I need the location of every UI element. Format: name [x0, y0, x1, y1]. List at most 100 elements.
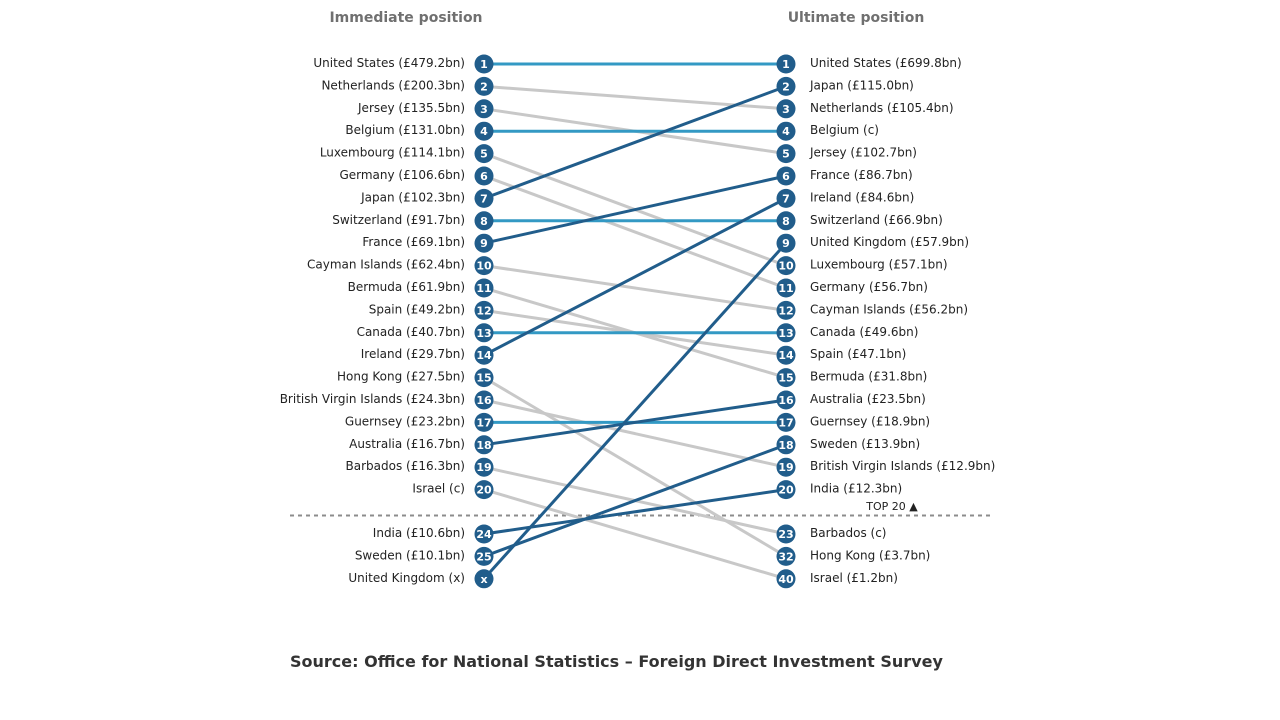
right-rank-number-united-kingdom: 9 [782, 237, 790, 250]
left-row-label-british-virgin-islands: British Virgin Islands (£24.3bn) [280, 392, 465, 406]
right-row-label-india: India (£12.3bn) [810, 482, 902, 496]
right-row-label-united-kingdom: United Kingdom (£57.9bn) [810, 235, 969, 249]
right-row-label-british-virgin-islands: British Virgin Islands (£12.9bn) [810, 459, 995, 473]
left-rank-circle-netherlands [474, 76, 494, 96]
connector-line-france [483, 174, 787, 245]
right-rank-number-barbados: 23 [778, 528, 793, 541]
left-row-label-jersey: Jersey (£135.5bn) [357, 101, 465, 115]
right-rank-circle-united-kingdom [776, 233, 796, 253]
right-row-label-united-states: United States (£699.8bn) [810, 56, 962, 70]
right-rank-circle-germany [776, 278, 796, 298]
left-rank-circle-cayman-islands [474, 256, 494, 276]
left-row-label-united-kingdom: United Kingdom (x) [348, 571, 465, 585]
right-rank-number-switzerland: 8 [782, 215, 790, 228]
connector-line-japan [483, 84, 787, 200]
left-rank-circle-hong-kong [474, 368, 494, 388]
left-row-label-canada: Canada (£40.7bn) [357, 325, 465, 339]
left-rank-circle-germany [474, 166, 494, 186]
left-rank-number-barbados: 19 [476, 461, 491, 474]
left-rank-circle-india [474, 524, 494, 544]
left-rank-number-india: 24 [476, 528, 492, 541]
right-rank-circle-canada [776, 323, 796, 343]
left-rank-circle-united-kingdom [474, 569, 494, 589]
left-row-label-cayman-islands: Cayman Islands (£62.4bn) [307, 258, 465, 272]
connector-line-israel [483, 488, 787, 581]
right-rank-circle-jersey [776, 144, 796, 164]
left-rank-number-spain: 12 [476, 304, 491, 317]
left-row-label-united-states: United States (£479.2bn) [313, 56, 465, 70]
right-rank-number-british-virgin-islands: 19 [778, 461, 793, 474]
left-rank-circle-barbados [474, 457, 494, 477]
connector-line-cayman-islands [483, 264, 787, 312]
connector-line-sweden [483, 443, 787, 558]
left-rank-circle-guernsey [474, 412, 494, 432]
left-rank-number-japan: 7 [480, 192, 488, 205]
right-row-label-canada: Canada (£49.6bn) [810, 325, 918, 339]
right-rank-circle-guernsey [776, 412, 796, 432]
right-rank-circle-luxembourg [776, 256, 796, 276]
top-20-label: TOP 20 ▲ [865, 500, 918, 513]
right-rank-circle-switzerland [776, 211, 796, 231]
left-rank-circle-luxembourg [474, 144, 494, 164]
right-rank-number-spain: 14 [778, 349, 794, 362]
right-row-label-bermuda: Bermuda (£31.8bn) [810, 370, 927, 384]
left-rank-number-germany: 6 [480, 170, 488, 183]
right-rank-number-belgium: 4 [782, 125, 790, 138]
left-rank-number-united-states: 1 [480, 58, 488, 71]
left-row-label-belgium: Belgium (£131.0bn) [345, 123, 465, 137]
right-rank-number-ireland: 7 [782, 192, 790, 205]
left-rank-circle-japan [474, 188, 494, 208]
connector-line-germany [483, 174, 787, 290]
right-row-label-hong-kong: Hong Kong (£3.7bn) [810, 548, 930, 562]
left-rank-number-switzerland: 8 [480, 215, 488, 228]
right-row-label-cayman-islands: Cayman Islands (£56.2bn) [810, 302, 968, 316]
left-rank-number-luxembourg: 5 [480, 148, 488, 161]
right-row-label-sweden: Sweden (£13.9bn) [810, 437, 920, 451]
left-rank-number-bermuda: 11 [476, 282, 491, 295]
left-rank-number-ireland: 14 [476, 349, 492, 362]
right-rank-circle-united-states [776, 54, 796, 74]
left-rank-number-france: 9 [480, 237, 488, 250]
connector-lines [482, 62, 788, 581]
left-rank-number-canada: 13 [476, 327, 491, 340]
right-rank-number-hong-kong: 32 [778, 550, 793, 563]
right-rank-circle-spain [776, 345, 796, 365]
left-rank-circle-united-states [474, 54, 494, 74]
slope-chart: Immediate position Ultimate position TOP… [280, 10, 995, 589]
right-rank-circle-cayman-islands [776, 300, 796, 320]
right-row-label-germany: Germany (£56.7bn) [810, 280, 928, 294]
left-rank-circle-australia [474, 435, 494, 455]
left-row-label-india: India (£10.6bn) [373, 526, 465, 540]
right-rank-number-luxembourg: 10 [778, 260, 794, 273]
right-row-label-guernsey: Guernsey (£18.9bn) [810, 414, 930, 428]
left-rank-circle-british-virgin-islands [474, 390, 494, 410]
right-rank-number-cayman-islands: 12 [778, 304, 793, 317]
right-row-label-netherlands: Netherlands (£105.4bn) [810, 101, 954, 115]
left-row-label-luxembourg: Luxembourg (£114.1bn) [320, 146, 465, 160]
left-rank-number-sweden: 25 [476, 550, 491, 563]
left-row-label-barbados: Barbados (£16.3bn) [346, 459, 465, 473]
left-rank-number-belgium: 4 [480, 125, 488, 138]
connector-line-australia [483, 398, 787, 447]
right-rank-number-guernsey: 17 [778, 416, 793, 429]
right-rank-number-japan: 2 [782, 80, 790, 93]
right-rank-circle-sweden [776, 435, 796, 455]
left-rank-circle-israel [474, 480, 494, 500]
connector-line-united-kingdom [482, 242, 788, 580]
left-row-label-switzerland: Switzerland (£91.7bn) [332, 213, 465, 227]
right-row-label-france: France (£86.7bn) [810, 168, 913, 182]
right-row-label-ireland: Ireland (£84.6bn) [810, 190, 914, 204]
left-rank-circle-canada [474, 323, 494, 343]
right-rank-number-netherlands: 3 [782, 103, 790, 116]
right-rank-circle-india [776, 480, 796, 500]
right-rank-circle-australia [776, 390, 796, 410]
source-note: Source: Office for National Statistics –… [290, 652, 943, 671]
right-rank-number-india: 20 [778, 484, 794, 497]
right-row-label-jersey: Jersey (£102.7bn) [809, 146, 917, 160]
left-rank-number-hong-kong: 15 [476, 372, 491, 385]
left-row-label-ireland: Ireland (£29.7bn) [361, 347, 465, 361]
left-row-label-australia: Australia (£16.7bn) [349, 437, 465, 451]
left-rank-circle-sweden [474, 546, 494, 566]
right-row-label-australia: Australia (£23.5bn) [810, 392, 926, 406]
right-rank-number-germany: 11 [778, 282, 793, 295]
